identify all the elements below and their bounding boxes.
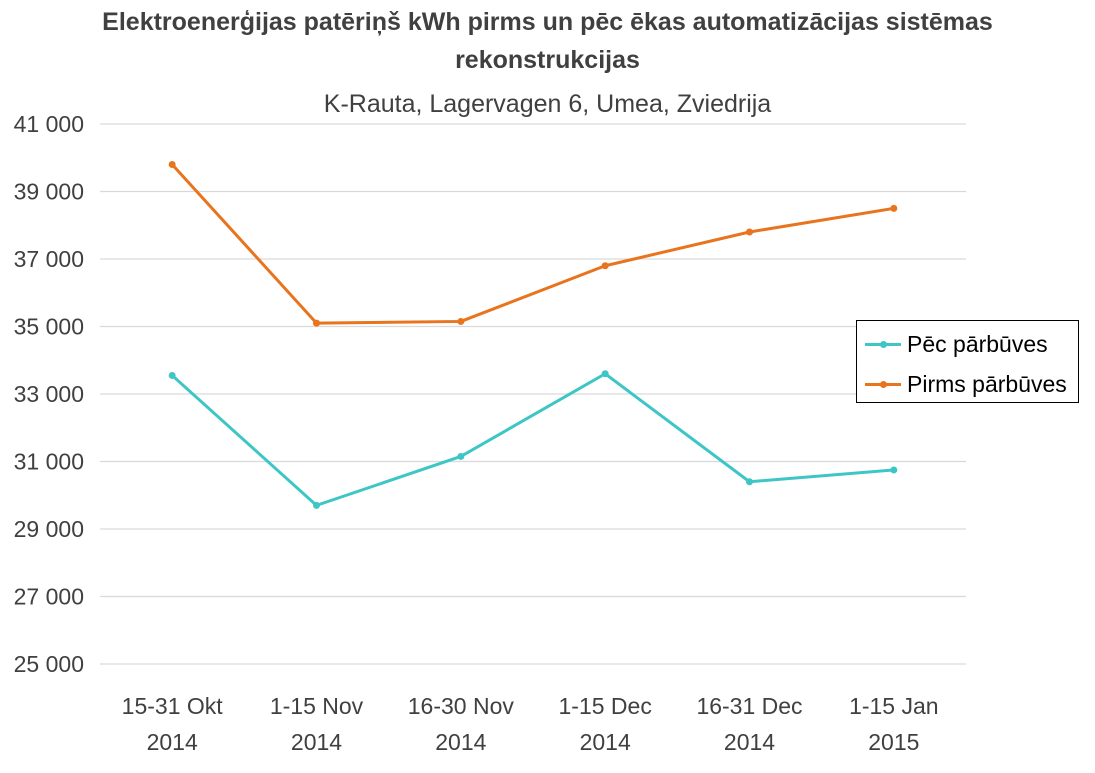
y-tick-label: 33 000: [14, 381, 84, 407]
legend: Pēc pārbūves Pirms pārbūves: [856, 320, 1079, 403]
x-tick-label: 1-15 Dec: [559, 693, 652, 719]
x-tick-label: 16-30 Nov: [408, 693, 515, 719]
legend-label: Pirms pārbūves: [907, 370, 1067, 397]
y-tick-label: 35 000: [14, 314, 84, 340]
x-tick-label: 16-31 Dec: [696, 693, 802, 719]
legend-label: Pēc pārbūves: [907, 330, 1048, 357]
gridlines: [100, 123, 966, 665]
series-line-0: [171, 372, 894, 507]
legend-key-pirms-parbuves: [865, 369, 901, 399]
data-point: [313, 501, 320, 509]
y-tick-label: 27 000: [14, 584, 84, 610]
y-tick-label: 37 000: [14, 246, 84, 272]
data-point: [168, 371, 176, 379]
chart-title-line-1: Elektroenerģijas patēriņš kWh pirms un p…: [102, 8, 993, 36]
y-tick-label: 25 000: [14, 651, 84, 677]
y-tick-label: 39 000: [14, 179, 84, 205]
x-tick-label: 2014: [435, 729, 486, 755]
data-point: [457, 317, 465, 325]
series-line-1: [171, 163, 895, 325]
data-point: [457, 452, 465, 460]
data-point: [746, 228, 753, 236]
legend-key-pec-parbuves: [865, 329, 901, 359]
legend-item-pirms-parbuves: Pirms pārbūves: [865, 369, 1067, 399]
x-tick-label: 2015: [868, 729, 919, 755]
x-axis-tick-labels: 15-31 Okt 2014 1-15 Nov 2014 16-30 Nov 2014 1-…: [122, 693, 939, 755]
x-tick-label: 15-31 Okt: [122, 693, 224, 719]
data-point: [746, 478, 753, 486]
x-tick-label: 1-15 Nov: [270, 693, 364, 719]
legend-item-pec-parbuves: Pēc pārbūves: [865, 329, 1048, 359]
y-axis-tick-labels: 25 000 27 000 29 000 31 000 33 000 35 000 37 0…: [14, 111, 84, 677]
data-point: [601, 370, 609, 378]
chart-subtitle: K-Rauta, Lagervagen 6, Umea, Zviedrija: [323, 90, 772, 118]
data-point: [890, 466, 898, 474]
x-tick-label: 2014: [724, 729, 775, 755]
x-tick-label: 2014: [580, 729, 631, 755]
data-point: [601, 262, 609, 270]
y-tick-label: 29 000: [14, 516, 84, 542]
chart-title-line-2: rekonstrukcijas: [455, 46, 640, 74]
x-tick-label: 1-15 Jan: [849, 693, 939, 719]
data-point: [168, 161, 176, 168]
y-tick-label: 31 000: [14, 449, 84, 475]
series-lines: [168, 161, 898, 509]
data-point: [313, 319, 320, 327]
x-tick-label: 2014: [147, 729, 198, 755]
y-tick-label: 41 000: [14, 111, 84, 137]
x-tick-label: 2014: [291, 729, 342, 755]
data-point: [890, 204, 898, 212]
